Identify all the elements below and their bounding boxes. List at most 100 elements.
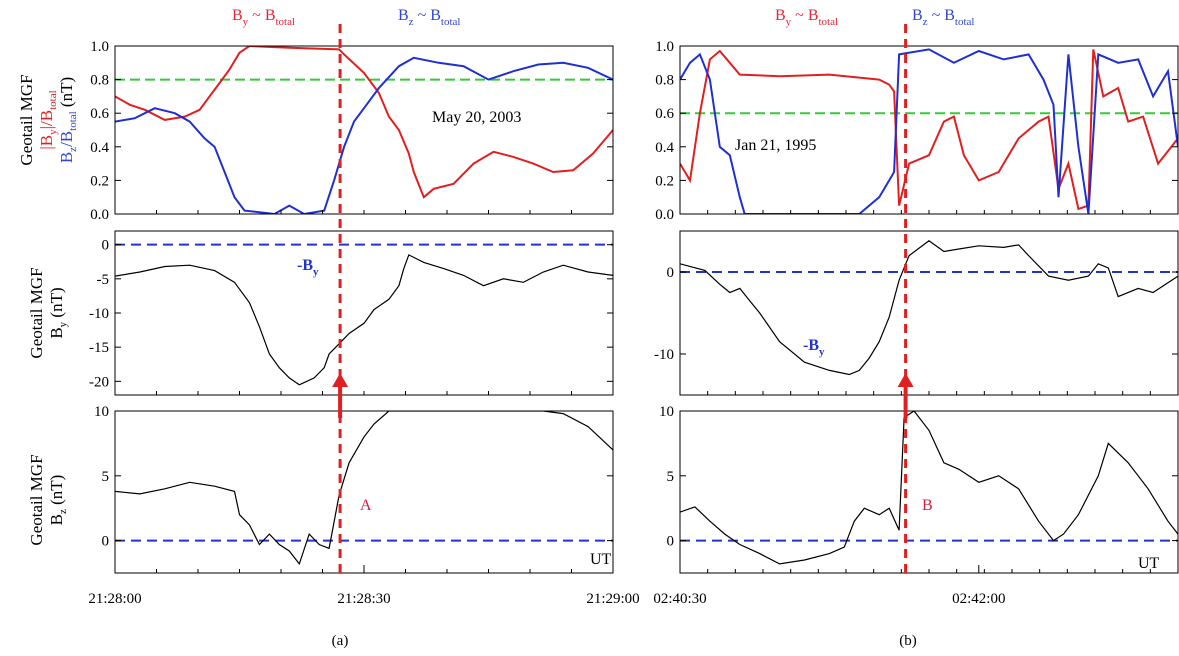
series-label-main-a: -B [297, 257, 313, 274]
ylabel-ratio-l2: |By|/Btotal [37, 90, 59, 149]
ytick-label-b-ratio-2: 0.4 [655, 140, 674, 156]
top-annotations-b: By ~ Btotal Bz ~ Btotal [775, 7, 974, 28]
series-label-sub-a: y [313, 266, 319, 278]
ylabel-ratio-l3-main: B [57, 152, 76, 163]
panel-a: By ~ Btotal Bz ~ Btotal Geotail MGF |By|… [17, 7, 460, 649]
subplot-b-bz: 0 5 10 B UT [659, 404, 1179, 574]
caption-a: (a) [332, 633, 349, 649]
ytick-label-b-ratio-4: 0.8 [655, 73, 674, 89]
axes-frame-b-ratio [679, 45, 1179, 215]
subplot-a-by: 0 -5 -10 -15 -20 -By [89, 230, 614, 396]
ytick-label-a-by-3: -15 [89, 340, 109, 356]
xtick-label-b-0: 02:40:30 [653, 591, 706, 607]
ylabel-ratio-l3-end: (nT) [57, 77, 76, 111]
annot-b-1-sub: y [786, 16, 792, 28]
ytick-label-a-ratio-2: 0.4 [90, 140, 109, 156]
xtick-label-a-1: 21:28:30 [337, 591, 390, 607]
axes-frame-a-bz [114, 410, 614, 574]
annot-a-1-mid: ~ B [248, 7, 275, 24]
ylabel-ratio-l3-mid: /B [57, 131, 76, 147]
annot-a-2-main: B [398, 7, 409, 24]
ytick-label-a-ratio-1: 0.2 [90, 173, 109, 189]
xtick-label-a-2: 21:29:00 [586, 591, 639, 607]
ylabel-ratio-l3-sub: z [67, 147, 79, 152]
series-label-a: -By [297, 257, 319, 278]
ylabel-bz-a: Geotail MGF Bz (nT) [27, 454, 69, 545]
series-line-a-ratio-0 [115, 46, 613, 199]
annot-b-1: By ~ Btotal [775, 7, 838, 28]
ylabel-ratio-l2-sub: y [47, 129, 59, 135]
annot-b-1-main: B [775, 7, 786, 24]
ylabel-ratio-a: Geotail MGF |By|/Btotal Bz/Btotal (nT) [17, 74, 79, 165]
date-label-a: May 20, 2003 [432, 109, 521, 126]
subplot-b-ratio: 0.0 0.2 0.4 0.6 0.8 1.0 Jan 21, 1995 [655, 39, 1179, 223]
event-arrow-head-b [897, 373, 914, 387]
ylabel-by-l2-sub: y [57, 321, 69, 327]
annot-a-1: By ~ Btotal [232, 7, 295, 28]
series-line-b-by-0 [680, 240, 1178, 376]
ytick-label-a-bz-1: 5 [102, 469, 110, 485]
annot-a-1-sub2: total [276, 16, 296, 28]
ytick-label-b-bz-1: 5 [667, 469, 675, 485]
plot-group-b: 0.0 0.2 0.4 0.6 0.8 1.0 Jan 21, 1995 0 -10 -By 0 5 1… [653, 24, 1179, 607]
top-annotations-a: By ~ Btotal Bz ~ Btotal [232, 7, 460, 28]
marker-label-b: B [922, 497, 933, 514]
ytick-label-a-ratio-4: 0.8 [90, 73, 109, 89]
ylabel-ratio-l1: Geotail MGF [17, 74, 36, 165]
series-line-a-ratio-1 [115, 56, 613, 214]
series-line-a-bz-0 [115, 411, 613, 566]
caption-b: (b) [899, 633, 917, 649]
series-line-b-ratio-1 [680, 48, 1178, 214]
annot-a-2-sub: z [409, 16, 414, 28]
annot-b-2-sub: z [923, 16, 928, 28]
ytick-label-a-ratio-5: 1.0 [90, 39, 109, 55]
panel-b: By ~ Btotal Bz ~ Btotal (b) [775, 7, 974, 649]
ut-label-b: UT [1138, 555, 1160, 572]
ytick-label-b-ratio-1: 0.2 [655, 173, 674, 189]
annot-b-1-sub2: total [819, 16, 839, 28]
series-line-b-bz-0 [680, 411, 1178, 565]
axes-frame-b-bz [679, 410, 1179, 574]
annot-a-2-sub2: total [441, 16, 461, 28]
annot-a-2: Bz ~ Btotal [398, 7, 460, 28]
series-label-sub-b: y [819, 346, 825, 358]
ytick-label-b-by-1: -10 [654, 347, 674, 363]
ytick-label-b-bz-0: 0 [667, 534, 675, 550]
axes-frame-a-ratio [114, 45, 614, 215]
axes-frame-b-by [679, 230, 1179, 396]
ylabel-bz-l2-sub: z [57, 509, 69, 514]
subplot-a-bz: 0 5 10 A UT [94, 404, 614, 574]
ytick-label-b-bz-2: 10 [659, 404, 674, 420]
ytick-label-a-by-1: -5 [97, 272, 110, 288]
ylabel-by-a: Geotail MGF By (nT) [27, 267, 69, 358]
annot-b-2-sub2: total [955, 16, 975, 28]
series-line-b-ratio-0 [680, 49, 1178, 211]
ylabel-by-l2: By (nT) [47, 287, 69, 338]
ylabel-by-l1: Geotail MGF [27, 267, 46, 358]
ytick-label-a-by-2: -10 [89, 306, 109, 322]
ut-label-a: UT [590, 551, 612, 568]
ytick-label-b-ratio-3: 0.6 [655, 106, 674, 122]
annot-b-2-mid: ~ B [928, 7, 955, 24]
ytick-label-a-ratio-0: 0.0 [90, 207, 109, 223]
annot-a-2-mid: ~ B [414, 7, 441, 24]
ylabel-by-l2-main: B [47, 327, 66, 338]
date-label-b: Jan 21, 1995 [735, 137, 816, 154]
ytick-label-b-ratio-5: 1.0 [655, 39, 674, 55]
series-label-b: -By [803, 337, 825, 358]
ytick-label-a-by-0: 0 [102, 238, 110, 254]
ylabel-ratio-l2-sub2: total [47, 90, 59, 110]
series-label-main-b: -B [803, 337, 819, 354]
ylabel-bz-l1: Geotail MGF [27, 454, 46, 545]
ylabel-bz-l2-end: (nT) [47, 475, 66, 509]
ylabel-ratio-l3-sub2: total [67, 111, 79, 131]
annot-a-1-sub: y [243, 16, 249, 28]
ytick-label-b-by-0: 0 [667, 265, 675, 281]
ytick-label-b-ratio-0: 0.0 [655, 207, 674, 223]
ytick-label-a-ratio-3: 0.6 [90, 106, 109, 122]
axes-frame-a-by [114, 230, 614, 396]
annot-b-2-main: B [912, 7, 923, 24]
subplot-a-ratio: 0.0 0.2 0.4 0.6 0.8 1.0 May 20, 2003 [90, 39, 614, 223]
ylabel-ratio-l2-main: |B [37, 135, 56, 150]
ylabel-bz-l2: Bz (nT) [47, 475, 69, 526]
